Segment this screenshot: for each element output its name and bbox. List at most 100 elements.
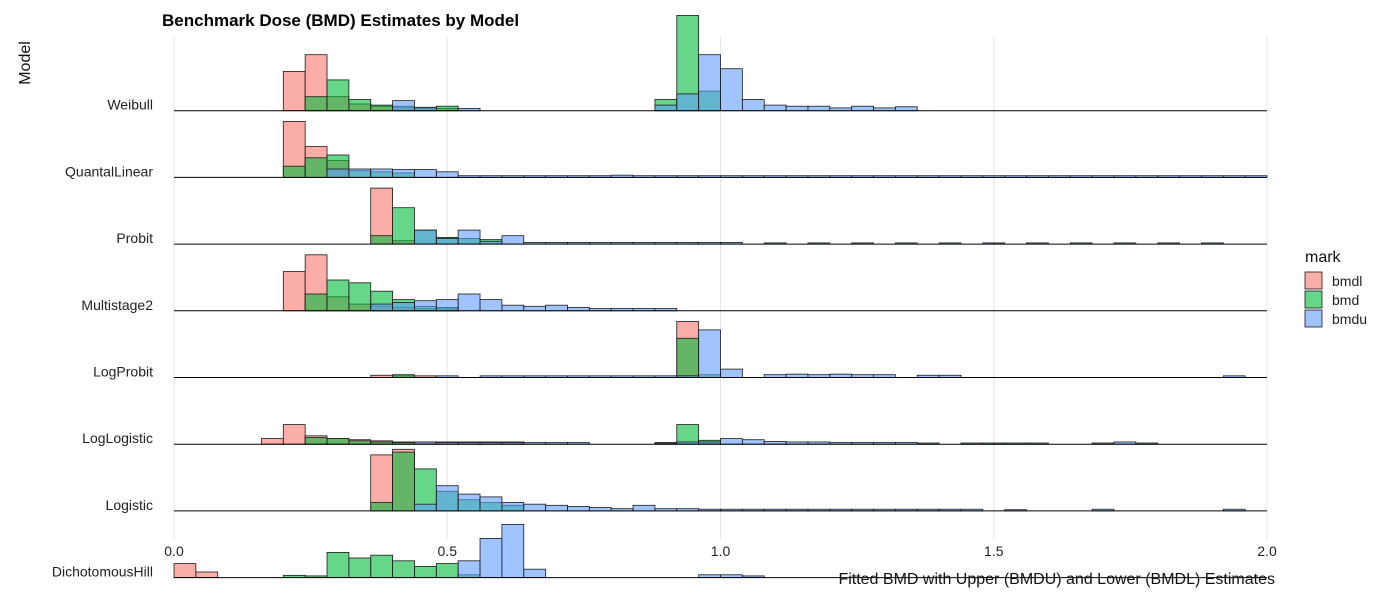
bmdu-bar: [392, 169, 415, 178]
bmd-bar: [282, 165, 306, 178]
bmdu-bar: [523, 568, 547, 579]
bmd-bar: [435, 563, 459, 578]
bmdl-bar: [261, 438, 284, 445]
bmd-bar: [304, 96, 328, 112]
ridge-LogLogistic: [174, 424, 1267, 445]
bmd-bar: [326, 279, 350, 312]
bmdu-bar: [435, 238, 459, 245]
bmdu-bar: [545, 504, 568, 512]
bmd-bar: [348, 99, 372, 112]
ridge-Weibull: [174, 15, 1267, 112]
bmd-bar: [304, 293, 328, 312]
bmdu-bar: [501, 304, 525, 312]
bmdl-bar: [173, 563, 197, 578]
bmd-bar: [414, 566, 437, 579]
category-label-Logistic: Logistic: [106, 497, 153, 513]
x-tick-label: 0.0: [164, 543, 184, 559]
grid-layer: [173, 36, 1268, 540]
category-label-DichotomousHill: DichotomousHill: [52, 564, 153, 580]
legend: mark bmdl bmd bmdu: [1304, 249, 1367, 328]
x-axis-ticks: 0.0 0.5 1.0 1.5 2.0: [164, 543, 1277, 559]
bmd-bar: [304, 157, 328, 178]
bmd-bar: [676, 337, 700, 378]
bmdu-bar: [457, 560, 481, 578]
bmdu-bar: [414, 229, 437, 245]
bmdu-bar: [763, 104, 787, 112]
legend-entries: bmdl bmd bmdu: [1304, 271, 1367, 328]
bmdu-bar: [370, 303, 393, 312]
bmdu-bar: [435, 171, 459, 178]
bmd-bar: [435, 105, 459, 112]
bmd-bar: [326, 552, 350, 579]
bmdu-bar: [698, 54, 721, 112]
bmd-bar: [326, 79, 350, 112]
bmdu-bar: [435, 485, 459, 512]
x-tick-label: 1.5: [984, 543, 1004, 559]
bmdu-bar: [501, 235, 525, 245]
bmdu-bar: [326, 168, 350, 178]
bmd-bar: [326, 438, 350, 445]
bmdu-bar: [851, 105, 874, 112]
x-tick-label: 1.0: [711, 543, 731, 559]
bmdu-bar: [676, 93, 700, 112]
legend-title: mark: [1305, 249, 1342, 266]
bmd-bar: [370, 104, 393, 112]
bmdu-bar: [567, 506, 590, 512]
legend-label-bmd: bmd: [1332, 292, 1359, 308]
bmdu-bar: [392, 301, 415, 312]
bmdu-bar: [741, 99, 765, 112]
bmd-bar: [304, 437, 328, 445]
bmdu-bar: [392, 100, 415, 112]
category-labels: Weibull QuantalLinear Probit Multistage2 Log…: [52, 97, 153, 580]
legend-label-bmdl: bmdl: [1332, 273, 1362, 289]
bmdu-bar: [829, 373, 853, 378]
bmd-bar: [370, 502, 393, 512]
x-axis-title: Fitted BMD with Upper (BMDU) and Lower (…: [838, 571, 1275, 588]
bmdu-bar: [414, 106, 437, 112]
category-label-Weibull: Weibull: [107, 97, 153, 113]
bmdl-bar: [282, 271, 306, 312]
category-label-LogProbit: LogProbit: [93, 364, 153, 380]
ridge-QuantalLinear: [174, 121, 1268, 178]
bmdu-bar: [632, 504, 656, 512]
bmdu-bar: [785, 373, 809, 378]
bmdu-bar: [457, 229, 481, 245]
bmd-bar: [348, 440, 372, 445]
bmd-bar: [392, 207, 415, 245]
bmdu-bar: [785, 105, 809, 112]
y-axis-title: Model: [17, 41, 34, 85]
bmd-bar: [392, 560, 415, 578]
bmdu-bar: [414, 300, 437, 312]
chart-title: Benchmark Dose (BMD) Estimates by Model: [162, 11, 519, 30]
bmdu-bar: [348, 168, 372, 178]
bmdu-bar: [457, 293, 481, 312]
bmdu-bar: [479, 538, 503, 579]
category-label-LogLogistic: LogLogistic: [82, 430, 153, 446]
bmdu-bar: [698, 329, 721, 378]
category-label-Multistage2: Multistage2: [81, 297, 153, 313]
legend-swatch-bmdl: [1304, 271, 1323, 290]
ridge-Logistic: [174, 448, 1267, 512]
legend-swatch-bmd: [1304, 290, 1323, 309]
bmdu-bar: [370, 168, 393, 178]
ridge-layer: [173, 15, 1268, 579]
bmdu-bar: [501, 502, 525, 512]
bmdu-bar: [741, 439, 765, 445]
bmdu-bar: [720, 438, 743, 445]
bmdu-bar: [545, 304, 568, 312]
ridge-DichotomousHill: [173, 524, 1267, 579]
bmdu-bar: [588, 507, 612, 512]
category-label-Probit: Probit: [116, 230, 153, 246]
bmdu-bar: [523, 503, 547, 512]
bmdu-bar: [720, 368, 743, 378]
bmd-bar: [676, 424, 700, 445]
bmd-bar: [370, 235, 393, 245]
bmd-bar: [370, 554, 393, 579]
bmdu-bar: [435, 299, 459, 312]
bmdu-bar: [654, 104, 678, 112]
bmdu-bar: [523, 305, 547, 312]
bmdu-bar: [567, 307, 590, 312]
bmdl-bar: [282, 424, 306, 445]
legend-label-bmdu: bmdu: [1332, 311, 1367, 327]
